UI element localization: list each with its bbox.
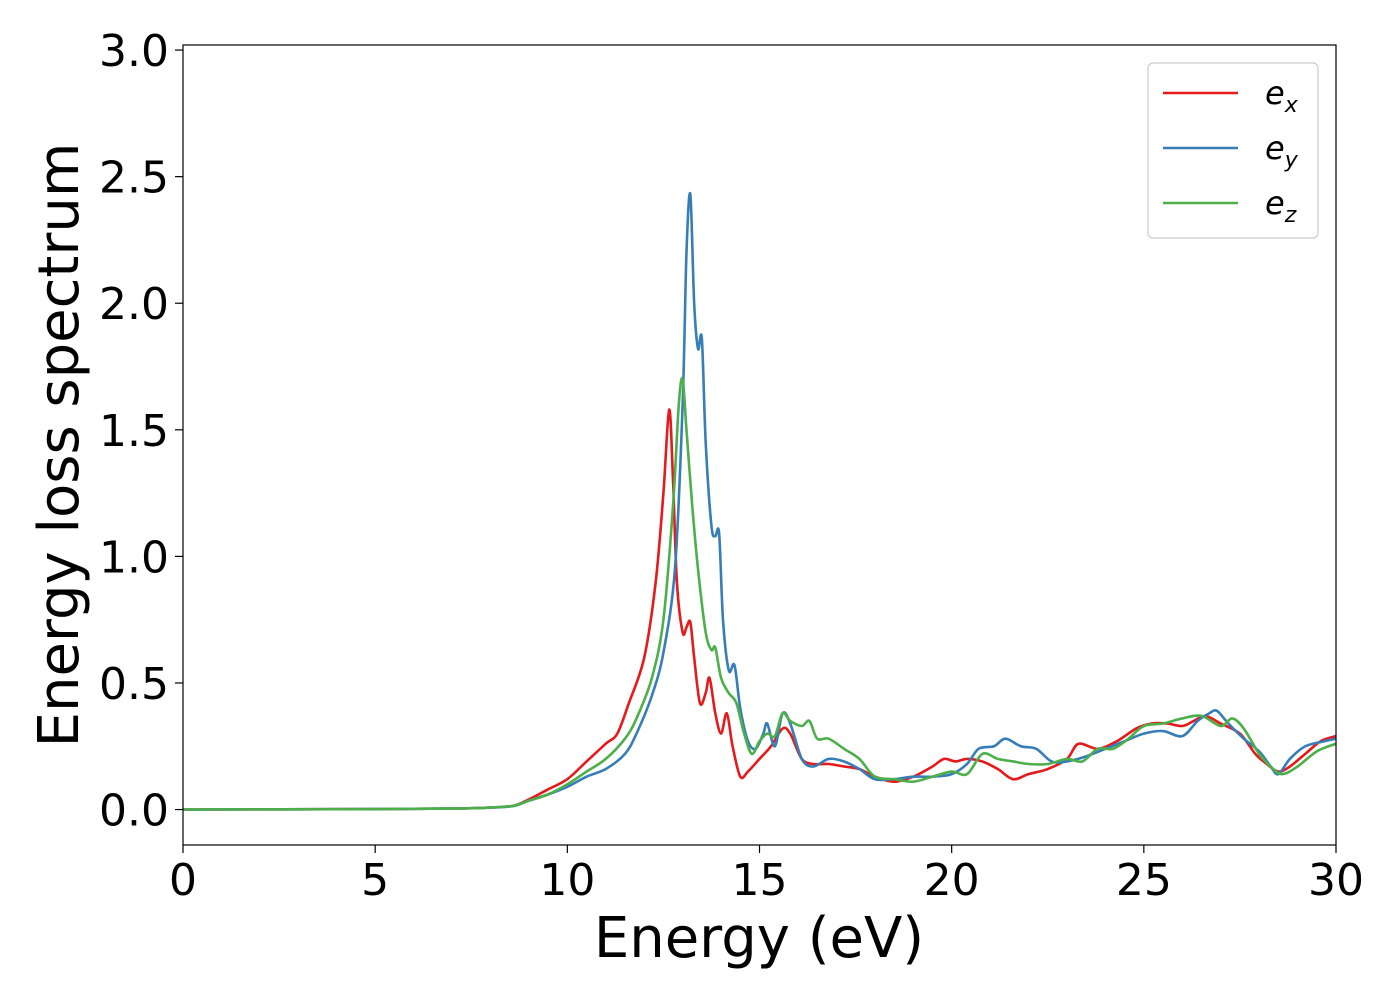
legend-label-base: e — [1265, 184, 1285, 222]
x-tick-label: 10 — [539, 855, 595, 906]
x-tick-label: 15 — [732, 855, 788, 906]
x-tick-label: 30 — [1308, 855, 1364, 906]
x-axis-label: Energy (eV) — [594, 906, 924, 971]
y-tick-label: 1.5 — [99, 406, 169, 457]
series-line-ex — [183, 408, 1336, 811]
y-axis-label: Energy loss spectrum — [27, 143, 92, 748]
legend-frame — [1147, 62, 1319, 239]
y-tick-label: 0.0 — [99, 786, 169, 837]
legend-label-ez: ez — [1265, 184, 1297, 228]
x-tick-label: 5 — [361, 855, 389, 906]
legend-label-base: e — [1265, 74, 1285, 112]
axis-ticks: 0 5 10 15 20 25 30 0.0 0.5 1.0 1.5 2.0 2.5 3.0 — [99, 26, 1364, 906]
y-tick-label: 3.0 — [99, 26, 169, 77]
x-tick-label: 25 — [1116, 855, 1172, 906]
x-tick-label: 0 — [169, 855, 197, 906]
y-tick-label: 0.5 — [99, 659, 169, 710]
plot-lines — [183, 191, 1336, 811]
legend-label-ey: ey — [1265, 129, 1299, 173]
y-tick-label: 1.0 — [99, 532, 169, 583]
y-tick-label: 2.0 — [99, 279, 169, 330]
y-tick-label: 2.5 — [99, 153, 169, 204]
series-line-ez — [183, 376, 1336, 811]
legend-label-subscript: x — [1284, 93, 1299, 118]
legend-label-ex: ex — [1265, 74, 1299, 118]
series-line-ey — [183, 191, 1336, 811]
legend-label-subscript: z — [1284, 203, 1297, 228]
x-tick-label: 20 — [924, 855, 980, 906]
legend-label-subscript: y — [1284, 148, 1299, 173]
legend-label-base: e — [1265, 129, 1285, 167]
